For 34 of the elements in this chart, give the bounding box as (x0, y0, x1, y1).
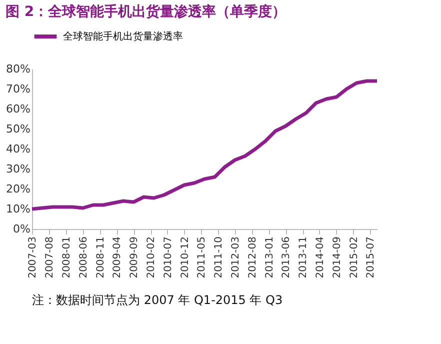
x-tick-label: 2013-11 (298, 236, 310, 278)
y-tick-label: 20% (6, 182, 30, 196)
x-tick-label: 2010-12 (180, 236, 191, 278)
y-tick-label: 30% (6, 162, 30, 176)
text: 注：数据时间节点为 2007 年 Q1-2015 年 Q3 (32, 293, 283, 307)
x-tick-label: 2007-03 (28, 236, 38, 278)
x-tick-label: 2012-03 (230, 236, 242, 278)
x-tick-label: 2015-02 (348, 236, 360, 278)
y-tick-label: 10% (6, 202, 30, 216)
y-tick-label: 60% (6, 102, 30, 116)
x-tick-label: 2009-09 (129, 236, 140, 278)
x-tick-label: 2008-06 (78, 236, 90, 278)
x-tick-label: 2014-04 (314, 236, 326, 278)
y-tick-label: 80% (6, 62, 30, 76)
y-tick-label: 70% (6, 82, 30, 96)
x-tick-label: 2008-11 (95, 236, 106, 278)
x-tick-label: 2013-01 (264, 236, 276, 278)
line-series (30, 79, 379, 211)
y-tick-label: 0% (13, 222, 30, 236)
x-tick-label: 2008-01 (61, 236, 72, 278)
legend-label: 全球智能手机出货量渗透率 (63, 30, 183, 42)
y-tick-label: 50% (6, 122, 30, 136)
x-tick-label: 2014-09 (332, 236, 343, 278)
chart-title: 图 2：全球智能手机出货量渗透率（单季度） (6, 3, 286, 20)
x-tick-label: 2009-04 (112, 236, 124, 278)
x-tick-label: 2011-10 (214, 236, 225, 278)
x-tick-label: 2010-07 (162, 236, 174, 278)
x-tick-label: 2013-06 (281, 236, 292, 278)
x-tick-label: 2007-08 (44, 236, 56, 278)
x-tick-label: 2012-08 (247, 236, 258, 278)
x-tick-label: 2010-02 (146, 236, 158, 278)
x-tick-label: 2015-07 (366, 236, 377, 278)
x-tick-label: 2011-05 (196, 236, 208, 278)
y-tick-label: 40% (6, 142, 30, 156)
